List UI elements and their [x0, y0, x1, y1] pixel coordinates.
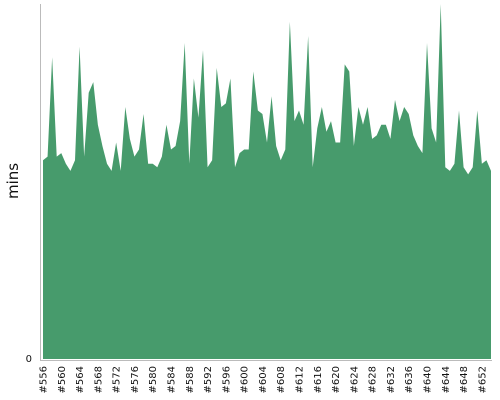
x-tick-label: #596: [221, 366, 232, 393]
x-tick-label: #640: [423, 366, 434, 393]
x-tick-labels: #556 #560 #564 #568 #572 #576 #580 #584 #588 #592…: [39, 366, 489, 393]
x-tick-label: #644: [441, 366, 452, 393]
x-tick-label: #588: [185, 366, 196, 393]
x-tick-label: #636: [404, 366, 415, 393]
x-tick-label: #624: [349, 366, 360, 393]
x-tick-label: #620: [331, 366, 342, 393]
series-area: [43, 4, 491, 359]
x-tick-label: #600: [240, 366, 251, 393]
x-tick-label: #616: [313, 366, 324, 393]
y-axis-label: mins: [4, 163, 22, 199]
x-tick-label: #560: [57, 366, 68, 393]
x-tick-label: #608: [276, 366, 287, 393]
x-tick-label: #584: [167, 366, 178, 393]
x-tick-label: #576: [130, 366, 141, 393]
x-tick-label: #604: [258, 366, 269, 393]
x-tick-label: #564: [75, 366, 86, 393]
x-tick-label: #572: [112, 366, 123, 393]
y-tick-label: 0: [26, 354, 32, 365]
x-tick-label: #568: [93, 366, 104, 393]
x-tick-label: #580: [148, 366, 159, 393]
x-tick-label: #556: [39, 366, 50, 393]
x-tick-label: #632: [386, 366, 397, 393]
x-tick-label: #652: [477, 366, 488, 393]
x-tick-label: #592: [203, 366, 214, 393]
x-tick-label: #648: [459, 366, 470, 393]
x-tick-label: #612: [295, 366, 306, 393]
x-tick-label: #628: [368, 366, 379, 393]
